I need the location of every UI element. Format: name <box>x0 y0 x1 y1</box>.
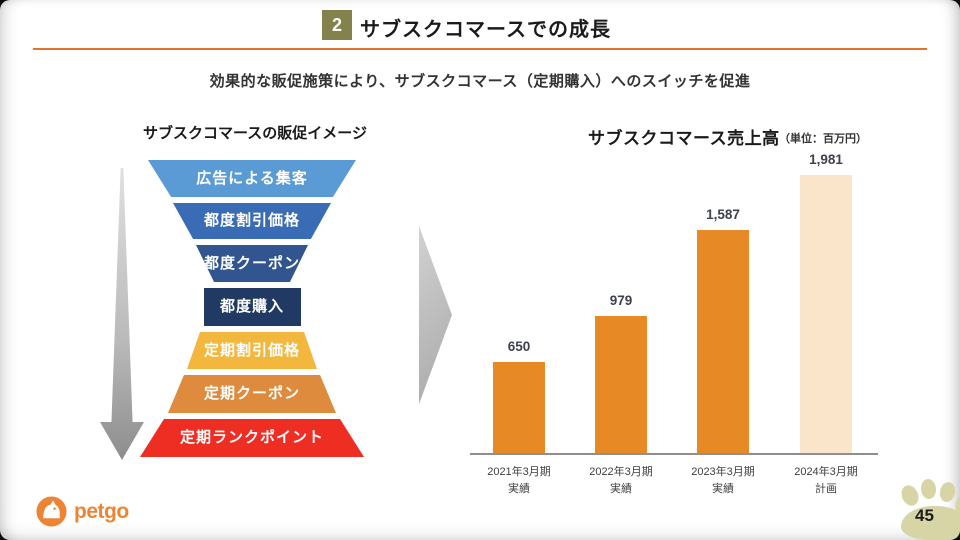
chart-bar <box>697 230 749 453</box>
x-axis-sublabel: 計画 <box>815 483 837 495</box>
logo-text: petgo <box>74 499 129 523</box>
x-axis-sublabel: 実績 <box>712 483 734 495</box>
bar-chart: 650 979 1,587 1,981 2021年3月期 実績 2022年3月期 実績 202… <box>470 150 878 495</box>
slide-subtitle: 効果的な販促施策により、サブスクコマース（定期購入）へのスイッチを促進 <box>209 73 751 90</box>
page-number: 45 <box>915 506 934 525</box>
right-arrow-icon <box>419 226 452 404</box>
bar-value-label: 1,587 <box>706 207 740 222</box>
chart-unit-label: （単位：百万円） <box>779 133 867 145</box>
company-logo: petgo <box>36 496 129 527</box>
funnel-layer: 定期割引価格 <box>187 332 317 369</box>
funnel-layer: 定期クーポン <box>168 375 336 413</box>
petgo-dog-icon <box>36 496 67 527</box>
x-axis-label: 2022年3月期 <box>589 466 653 478</box>
title-divider-line <box>33 48 927 50</box>
funnel-layer: 都度割引価格 <box>173 203 331 239</box>
paw-print-icon <box>888 468 960 540</box>
x-axis-label: 2024年3月期 <box>794 466 858 478</box>
x-axis-sublabel: 実績 <box>610 483 632 495</box>
section-number-badge: 2 <box>322 10 352 40</box>
chart-title: サブスクコマース売上高 <box>588 129 780 148</box>
funnel-layer: 広告による集客 <box>148 160 356 197</box>
page-title: サブスクコマースでの成長 <box>360 19 611 41</box>
chart-bar <box>595 316 647 453</box>
chart-bar <box>493 362 545 453</box>
plot-area: 650 979 1,587 1,981 <box>470 150 878 455</box>
funnel-layer: 都度購入 <box>203 288 301 326</box>
funnel-title: サブスクコマースの販促イメージ <box>143 125 367 142</box>
bar-value-label: 650 <box>507 339 531 354</box>
x-axis-sublabel: 実績 <box>508 483 530 495</box>
funnel-layer: 定期ランクポイント <box>140 419 364 457</box>
chart-bar <box>800 175 852 453</box>
funnel-layer: 都度クーポン <box>196 245 308 282</box>
bar-value-label: 979 <box>609 293 633 308</box>
x-axis-label: 2021年3月期 <box>487 466 551 478</box>
x-axis-label: 2023年3月期 <box>691 466 755 478</box>
bar-value-label: 1,981 <box>809 152 843 167</box>
down-arrow-icon <box>100 168 144 460</box>
